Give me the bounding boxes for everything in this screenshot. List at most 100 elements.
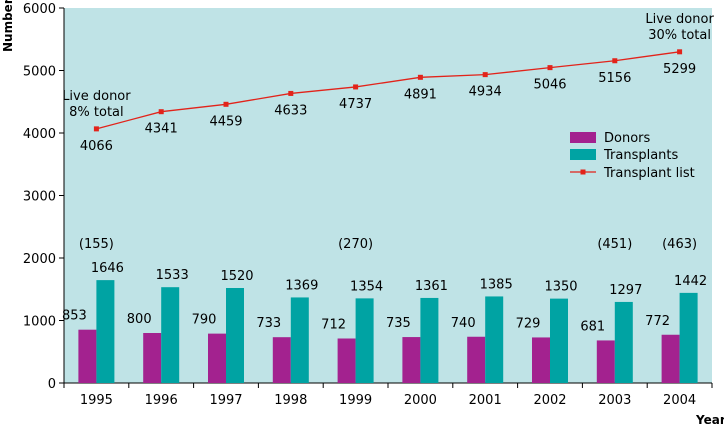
transplants-value-label: 1520 — [220, 269, 253, 284]
transplants-bar — [614, 301, 633, 383]
donors-bar — [596, 340, 615, 383]
donors-bar — [402, 337, 421, 383]
donors-bar — [272, 337, 291, 383]
legend-swatch-donors — [570, 132, 596, 143]
donors-bar — [467, 336, 486, 383]
live-donor-count-label: (463) — [662, 237, 697, 252]
transplants-bar — [679, 292, 698, 383]
annotation-line: 8% total — [69, 105, 123, 120]
x-tick-label: 1999 — [339, 393, 372, 408]
donors-value-label: 772 — [645, 314, 670, 329]
transplant-list-point — [482, 72, 488, 78]
donors-bar — [337, 338, 356, 383]
transplants-value-label: 1442 — [674, 274, 707, 289]
transplants-bar — [550, 298, 568, 383]
transplants-value-label: 1354 — [350, 279, 383, 294]
donors-value-label: 853 — [62, 309, 87, 324]
donors-bar — [661, 334, 680, 383]
x-tick-label: 2004 — [663, 393, 696, 408]
y-tick-label: 4000 — [23, 127, 56, 142]
transplant-list-line — [93, 49, 683, 132]
transplants-value-label: 1385 — [480, 277, 513, 292]
transplant-list-point — [223, 101, 229, 107]
y-tick-label: 2000 — [23, 252, 56, 267]
legend: Donors Transplants Transplant list — [570, 131, 695, 181]
transplants-bar — [485, 296, 504, 383]
x-tick-label: 1997 — [209, 393, 242, 408]
x-tick-label: 2001 — [469, 393, 502, 408]
donors-bar — [143, 333, 162, 383]
live-donor-count-label: (451) — [597, 237, 632, 252]
y-tick-label: 6000 — [23, 2, 56, 17]
donors-value-label: 729 — [516, 316, 541, 331]
transplants-value-label: 1297 — [609, 283, 642, 298]
legend-label-donors: Donors — [604, 131, 651, 146]
donors-value-label: 790 — [192, 313, 217, 328]
transplant-list-value-label: 4066 — [80, 139, 113, 154]
donors-bar — [78, 329, 97, 383]
donors-value-label: 800 — [127, 312, 152, 327]
data-labels: 853 1646 800 1533 790 1520 733 1369 712 1354 735 13… — [62, 62, 707, 335]
transplant-list-point — [547, 65, 553, 71]
transplant-list-value-label: 4737 — [339, 97, 372, 112]
transplant-list-value-label: 4891 — [404, 87, 437, 102]
transplants-bar — [355, 298, 374, 383]
donors-value-label: 733 — [256, 316, 281, 331]
y-axis-title: Number — [1, 0, 15, 52]
transplants-value-label: 1533 — [156, 268, 189, 283]
donors-bar — [208, 333, 226, 383]
transplants-bar — [96, 280, 115, 383]
transplants-value-label: 1361 — [415, 279, 448, 294]
transplant-list-point — [158, 109, 164, 115]
y-axis: 0 1000 2000 3000 4000 5000 6000 — [23, 2, 65, 392]
transplant-list-value-label: 5299 — [663, 62, 696, 77]
live-donor-count-label: (155) — [79, 237, 114, 252]
x-axis-title: Year — [695, 413, 724, 427]
y-tick-label: 3000 — [23, 190, 56, 205]
transplant-list-point — [677, 49, 683, 55]
transplant-list-polyline — [96, 51, 680, 130]
transplants-bar — [226, 288, 244, 383]
legend-swatch-transplants — [570, 149, 596, 160]
y-tick-label: 1000 — [23, 315, 56, 330]
donors-value-label: 740 — [451, 316, 476, 331]
annotation-line: Live donor — [62, 89, 131, 104]
transplant-list-value-label: 4633 — [274, 103, 307, 118]
x-tick-label: 1996 — [145, 393, 178, 408]
x-tick-label: 2003 — [598, 393, 631, 408]
donors-value-label: 735 — [386, 316, 411, 331]
transplants-bar — [290, 297, 309, 383]
donors-value-label: 681 — [580, 319, 605, 334]
y-tick-label: 5000 — [23, 65, 56, 80]
transplants-bar — [161, 287, 180, 383]
transplant-list-value-label: 4341 — [145, 122, 178, 137]
x-tick-label: 2002 — [533, 393, 566, 408]
live-donor-count-label: (270) — [338, 237, 373, 252]
transplants-value-label: 1369 — [285, 278, 318, 293]
transplant-list-value-label: 4934 — [469, 85, 502, 100]
transplant-list-value-label: 5046 — [533, 78, 566, 93]
transplant-list-point — [417, 74, 423, 80]
transplant-list-value-label: 5156 — [598, 71, 631, 86]
transplants-value-label: 1646 — [91, 261, 124, 276]
legend-label-transplant-list: Transplant list — [603, 166, 695, 181]
transplant-list-point — [353, 84, 359, 90]
legend-marker-transplant-list — [580, 169, 586, 175]
annotation-line: Live donor — [645, 12, 714, 27]
annotation-line: 30% total — [648, 28, 711, 43]
donors-value-label: 712 — [321, 318, 346, 333]
x-tick-label: 1995 — [80, 393, 113, 408]
legend-label-transplants: Transplants — [603, 148, 679, 163]
transplant-list-value-label: 4459 — [209, 114, 242, 129]
donors-bar — [532, 337, 550, 383]
y-tick-label: 0 — [48, 377, 56, 392]
transplants-bar — [420, 297, 439, 383]
x-tick-label: 2000 — [404, 393, 437, 408]
transplants-value-label: 1350 — [544, 280, 577, 295]
bars — [78, 280, 698, 383]
transplant-list-point — [612, 58, 618, 64]
x-axis: 1995 1996 1997 1998 1999 2000 2001 2002 2003 2004 — [63, 382, 713, 408]
transplant-list-point — [288, 90, 294, 96]
